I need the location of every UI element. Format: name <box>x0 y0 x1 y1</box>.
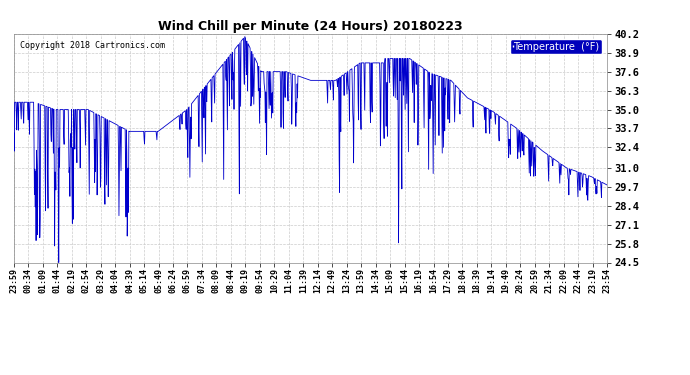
Title: Wind Chill per Minute (24 Hours) 20180223: Wind Chill per Minute (24 Hours) 2018022… <box>158 20 463 33</box>
Legend: Temperature  (°F): Temperature (°F) <box>511 39 602 54</box>
Text: Copyright 2018 Cartronics.com: Copyright 2018 Cartronics.com <box>20 40 165 50</box>
